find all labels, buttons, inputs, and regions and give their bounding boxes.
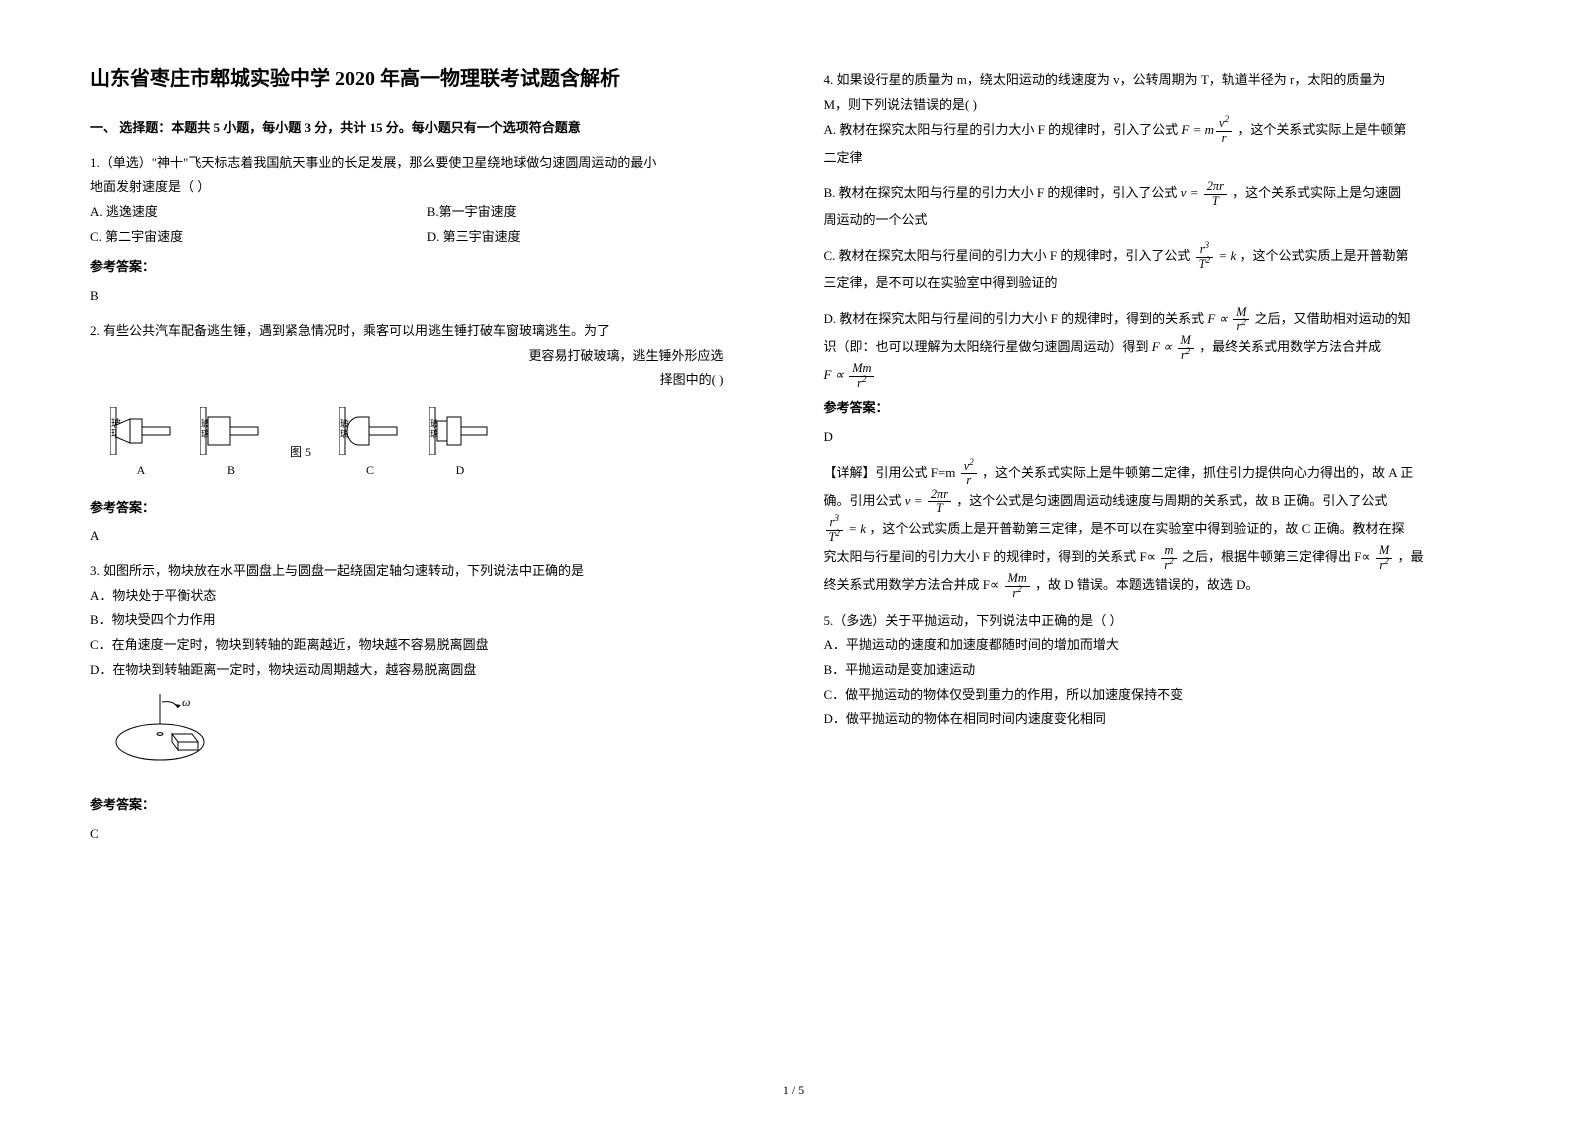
- q4-explanation-3: r3T2 = k ，这个公式实质上是开普勒第三定律，是不可以在实验室中得到验证的…: [824, 516, 1498, 544]
- q4-opt-c-cont: 三定律，是不可以在实验室中得到验证的: [824, 271, 1498, 296]
- q2-stem-2: 更容易打破玻璃，逃生锤外形应选: [90, 344, 764, 369]
- q3-opt-a: A．物块处于平衡状态: [90, 584, 764, 609]
- q1-opt-d: D. 第三宇宙速度: [427, 225, 764, 250]
- q4-stem-2: M，则下列说法错误的是( ): [824, 93, 1498, 118]
- q3-figure: ω: [110, 694, 764, 783]
- q1-answer: B: [90, 284, 764, 309]
- q4-opt-b: B. 教材在探究太阳与行星的引力大小 F 的规律时，引入了公式 v = 2πrT…: [824, 180, 1498, 208]
- q3-stem: 3. 如图所示，物块放在水平圆盘上与圆盘一起绕固定轴匀速转动，下列说法中正确的是: [90, 559, 764, 584]
- q5-opt-a: A．平抛运动的速度和加速度都随时间的增加而增大: [824, 633, 1498, 658]
- q4-opt-d: D. 教材在探究太阳与行星间的引力大小 F 的规律时，得到的关系式 F ∝ Mr…: [824, 306, 1498, 334]
- answer-label: 参考答案：: [90, 255, 764, 280]
- q4-stem-1: 4. 如果设行星的质量为 m，绕太阳运动的线速度为 v，公转周期为 T，轨道半径…: [824, 68, 1498, 93]
- answer-label: 参考答案：: [90, 793, 764, 818]
- hammer-d-label: D: [456, 459, 465, 482]
- q5-opt-b: B．平抛运动是变加速运动: [824, 658, 1498, 683]
- question-3: 3. 如图所示，物块放在水平圆盘上与圆盘一起绕固定轴匀速转动，下列说法中正确的是…: [90, 559, 764, 847]
- q3-opt-c: C．在角速度一定时，物块到转轴的距离越近，物块越不容易脱离圆盘: [90, 633, 764, 658]
- svg-text:ω: ω: [182, 695, 190, 709]
- page-title: 山东省枣庄市郫城实验中学 2020 年高一物理联考试题含解析: [90, 60, 764, 98]
- q2-figure: 玻 璃 A 玻 璃: [110, 407, 764, 482]
- hammer-c-label: C: [366, 459, 374, 482]
- q5-opt-d: D．做平抛运动的物体在相同时间内速度变化相同: [824, 707, 1498, 732]
- hammer-d: 玻 璃 D: [429, 407, 491, 482]
- question-2: 2. 有些公共汽车配备逃生锤，遇到紧急情况时，乘客可以用逃生锤打破车窗玻璃逃生。…: [90, 319, 764, 549]
- page-number: 1 / 5: [0, 1079, 1587, 1102]
- q4-opt-d-line2: 识（即：也可以理解为太阳绕行星做匀速圆周运动）得到 F ∝ Mr2 ，最终关系式…: [824, 334, 1498, 362]
- answer-label: 参考答案：: [90, 496, 764, 521]
- q4-answer: D: [824, 425, 1498, 450]
- figure-caption: 图 5: [290, 441, 311, 464]
- section-heading: 一、 选择题：本题共 5 小题，每小题 3 分，共计 15 分。每小题只有一个选…: [90, 116, 764, 141]
- q4-opt-a: A. 教材在探究太阳与行星的引力大小 F 的规律时，引入了公式 F = mv2r…: [824, 117, 1498, 145]
- q4-explanation-5: 终关系式用数学方法合并成 F∝ Mmr2 ，故 D 错误。本题选错误的，故选 D…: [824, 572, 1498, 600]
- hammer-c: 玻 璃 C: [339, 407, 401, 482]
- q1-stem-1: 1.（单选）"神十"飞天标志着我国航天事业的长足发展，那么要使卫星绕地球做匀速圆…: [90, 151, 764, 176]
- q4-opt-c: C. 教材在探究太阳与行星间的引力大小 F 的规律时，引入了公式 r3T2 = …: [824, 243, 1498, 271]
- hammer-b-label: B: [227, 459, 235, 482]
- hammer-a: 玻 璃 A: [110, 407, 172, 482]
- q2-stem-1: 2. 有些公共汽车配备逃生锤，遇到紧急情况时，乘客可以用逃生锤打破车窗玻璃逃生。…: [90, 319, 764, 344]
- q3-answer: C: [90, 822, 764, 847]
- q4-opt-d-line3: F ∝ Mmr2: [824, 362, 1498, 390]
- answer-label: 参考答案：: [824, 396, 1498, 421]
- q1-opt-a: A. 逃逸速度: [90, 200, 427, 225]
- q4-opt-a-cont: 二定律: [824, 146, 1498, 171]
- q1-opt-c: C. 第二宇宙速度: [90, 225, 427, 250]
- question-1: 1.（单选）"神十"飞天标志着我国航天事业的长足发展，那么要使卫星绕地球做匀速圆…: [90, 151, 764, 309]
- question-5: 5.（多选）关于平抛运动，下列说法中正确的是（ ） A．平抛运动的速度和加速度都…: [824, 609, 1498, 732]
- q5-stem: 5.（多选）关于平抛运动，下列说法中正确的是（ ）: [824, 609, 1498, 634]
- q5-opt-c: C．做平抛运动的物体仅受到重力的作用，所以加速度保持不变: [824, 683, 1498, 708]
- q4-explanation-2: 确。引用公式 v = 2πrT ，这个公式是匀速圆周运动线速度与周期的关系式，故…: [824, 488, 1498, 516]
- q2-answer: A: [90, 524, 764, 549]
- q1-stem-2: 地面发射速度是（ ）: [90, 175, 764, 200]
- question-4: 4. 如果设行星的质量为 m，绕太阳运动的线速度为 v，公转周期为 T，轨道半径…: [824, 68, 1498, 601]
- hammer-a-label: A: [137, 459, 146, 482]
- q3-opt-d: D．在物块到转轴距离一定时，物块运动周期越大，越容易脱离圆盘: [90, 658, 764, 683]
- hammer-b: 玻 璃 B: [200, 407, 262, 482]
- q2-stem-3: 择图中的( ): [90, 368, 764, 393]
- q4-explanation: 【详解】引用公式 F=m v2r ，这个关系式实际上是牛顿第二定律，抓住引力提供…: [824, 460, 1498, 488]
- q4-explanation-4: 究太阳与行星间的引力大小 F 的规律时，得到的关系式 F∝ mr2 之后，根据牛…: [824, 544, 1498, 572]
- q1-opt-b: B.第一宇宙速度: [427, 200, 764, 225]
- q3-opt-b: B．物块受四个力作用: [90, 608, 764, 633]
- q4-opt-b-cont: 周运动的一个公式: [824, 208, 1498, 233]
